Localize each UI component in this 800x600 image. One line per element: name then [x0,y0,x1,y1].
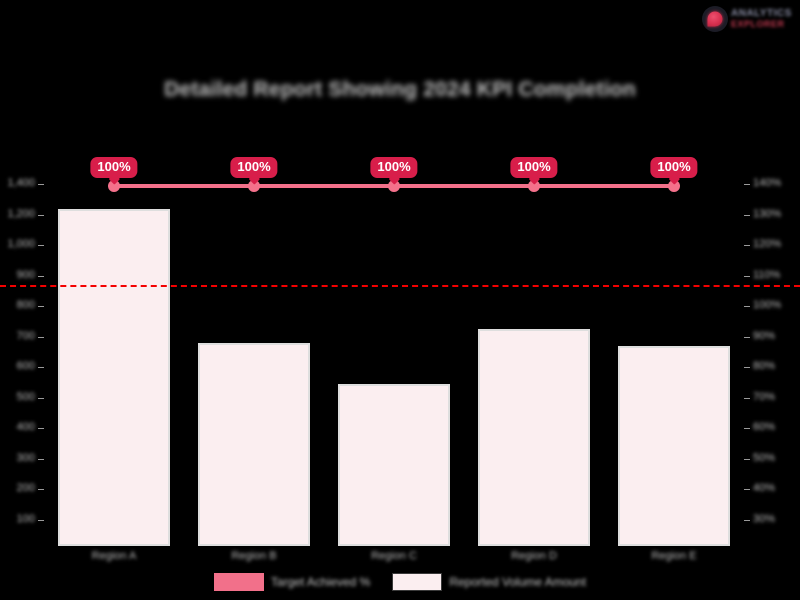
data-label-4: 100% [510,157,558,178]
right-tick-7 [744,367,750,368]
right-tick-8 [744,397,750,399]
left-tick-9 [38,428,44,429]
data-label-5: 100% [650,157,698,178]
data-label-2: 100% [230,157,278,178]
right-tick-label-5: 100% [753,299,782,311]
bar-1[interactable] [58,208,170,546]
y-axis-left: 1,400 1,200 1,000 900 800 700 600 500 400 300 200 1… [7,178,45,546]
line-marker-3[interactable] [388,180,400,192]
right-tick-label-10: 50% [753,451,776,464]
left-tick-label-8: 500 [16,390,35,403]
left-tick-label-6: 700 [16,329,35,342]
left-tick-label-2: 1,200 [7,207,35,220]
plot-area: 1,400 1,200 1,000 900 800 700 600 500 400 300 200 1… [0,178,800,546]
left-tick-3 [38,245,44,246]
x-axis-label-4: Region D [511,550,557,562]
left-tick-7 [38,367,44,368]
x-axis-label-1: Region A [91,550,137,562]
logo-line-primary: ANALYTICS [731,8,792,19]
left-tick-1 [38,184,44,185]
legend-swatch-bar [392,573,443,591]
left-tick-12 [38,519,44,521]
bar-5[interactable] [618,346,730,546]
bar-3[interactable] [338,383,450,546]
bar-2[interactable] [198,343,310,546]
reference-line [0,284,800,287]
legend-item-line[interactable]: Target Achieved % [213,573,371,591]
page-title: Detailed Report Showing 2024 KPI Complet… [164,78,636,101]
right-tick-10 [744,458,750,460]
logo-wordmark: ANALYTICS EXPLORER [731,9,792,29]
line-marker-1[interactable] [108,180,120,192]
line-marker-4[interactable] [528,180,540,192]
right-tick-1 [744,184,750,185]
right-tick-label-11: 40% [753,482,776,494]
left-tick-label-3: 1,000 [7,238,35,250]
line-marker-2[interactable] [248,180,260,192]
right-tick-3 [744,245,750,246]
right-tick-label-9: 60% [753,421,776,433]
bar-4[interactable] [478,329,590,546]
left-tick-label-7: 600 [16,360,35,372]
left-tick-label-10: 300 [16,451,35,464]
legend-label-bar: Reported Volume Amount [449,575,587,589]
right-tick-label-7: 80% [753,360,776,372]
legend: Target Achieved % Reported Volume Amount [0,573,800,591]
x-axis-label-5: Region E [651,550,697,562]
left-tick-5 [38,306,44,307]
right-tick-label-2: 130% [753,207,782,220]
right-tick-label-3: 120% [753,238,782,250]
legend-swatch-line [213,573,264,591]
left-tick-label-11: 200 [16,482,35,494]
legend-item-bar[interactable]: Reported Volume Amount [392,573,586,591]
right-tick-2 [744,214,750,216]
left-tick-label-12: 100 [16,512,35,525]
left-tick-label-1: 1,400 [7,177,35,189]
right-tick-label-1: 140% [753,177,782,189]
logo-line-secondary: EXPLORER [731,19,785,29]
flower-circle-icon [702,6,728,32]
left-tick-label-4: 900 [16,268,35,281]
right-tick-label-4: 110% [753,268,781,281]
right-tick-4 [744,275,750,277]
right-tick-6 [744,336,750,338]
right-tick-label-6: 90% [753,329,776,342]
left-tick-11 [38,489,44,490]
legend-label-line: Target Achieved % [270,575,371,589]
company-logo: ANALYTICS EXPLORER [702,4,794,34]
left-tick-4 [38,275,44,277]
left-tick-label-5: 800 [16,299,35,311]
right-tick-12 [744,519,750,521]
right-tick-label-8: 70% [753,390,776,403]
y-axis-right: 140% 130% 120% 110% 100% 90% 80% 70% 60% 50% 40% 30… [743,178,781,546]
x-axis-label-3: Region C [371,550,417,562]
left-tick-2 [38,214,44,216]
right-tick-label-12: 30% [753,512,776,525]
left-tick-label-9: 400 [16,421,35,433]
right-tick-5 [744,306,750,307]
right-tick-9 [744,428,750,429]
left-tick-6 [38,336,44,338]
left-tick-10 [38,458,44,460]
line-marker-5[interactable] [668,180,680,192]
data-label-1: 100% [90,157,138,178]
left-tick-8 [38,397,44,399]
x-axis-label-2: Region B [231,550,277,562]
data-label-3: 100% [370,157,418,178]
right-tick-11 [744,489,750,490]
